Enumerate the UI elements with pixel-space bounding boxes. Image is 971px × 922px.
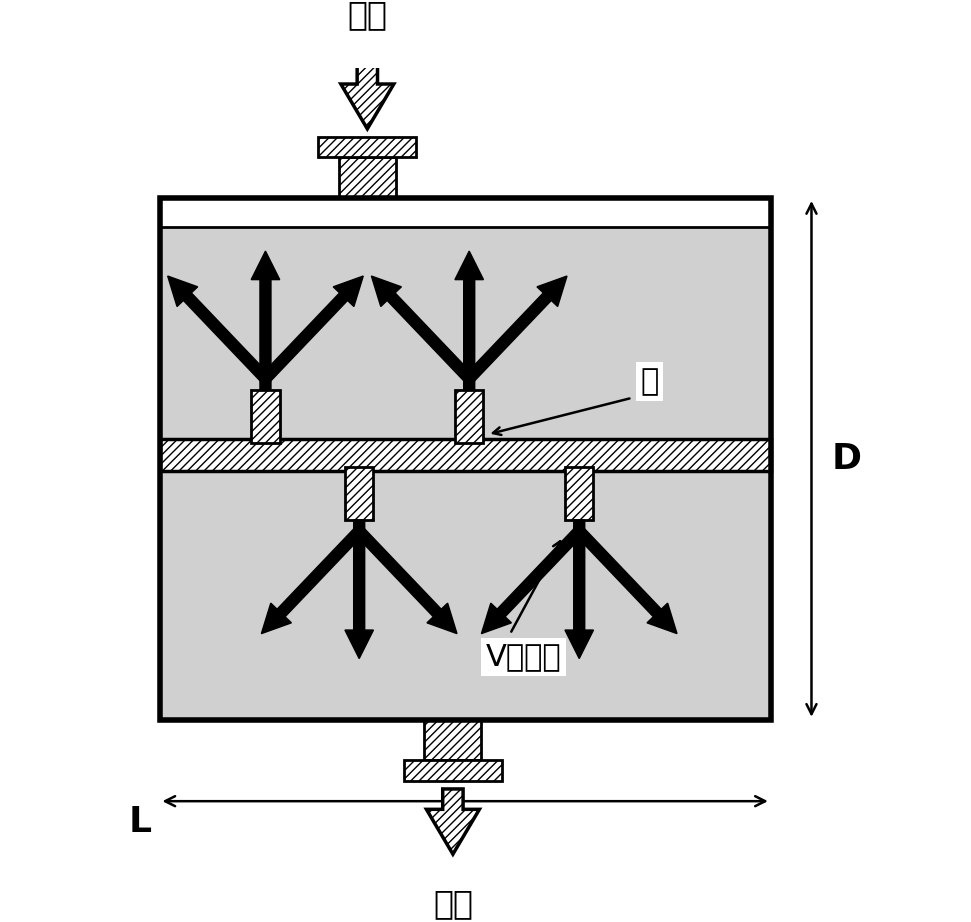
FancyArrow shape <box>345 520 374 658</box>
FancyArrow shape <box>482 527 584 633</box>
Bar <box>159 471 771 720</box>
Text: V型叶片: V型叶片 <box>486 643 561 671</box>
Text: L: L <box>128 805 151 839</box>
FancyArrow shape <box>168 276 269 383</box>
FancyArrow shape <box>341 64 394 129</box>
Bar <box>565 467 593 520</box>
FancyArrow shape <box>261 527 363 633</box>
Bar <box>339 158 396 198</box>
Bar <box>345 467 374 520</box>
Bar <box>455 390 484 443</box>
FancyArrow shape <box>565 520 593 658</box>
Bar <box>159 198 771 227</box>
FancyArrow shape <box>575 527 677 633</box>
Text: 卸料: 卸料 <box>433 887 473 920</box>
FancyArrow shape <box>371 276 473 383</box>
Bar <box>159 198 771 439</box>
Text: 进料: 进料 <box>348 0 387 31</box>
FancyArrow shape <box>455 251 484 390</box>
FancyArrow shape <box>465 276 567 383</box>
Bar <box>159 198 771 720</box>
Bar <box>251 390 280 443</box>
FancyArrow shape <box>426 789 480 854</box>
FancyArrow shape <box>355 527 457 633</box>
Text: D: D <box>832 442 862 476</box>
Text: 轴: 轴 <box>640 367 658 396</box>
FancyArrow shape <box>261 276 363 383</box>
FancyArrow shape <box>251 251 280 390</box>
Bar <box>318 137 417 158</box>
Bar <box>159 439 771 471</box>
Bar <box>424 720 482 761</box>
Bar <box>404 761 502 781</box>
